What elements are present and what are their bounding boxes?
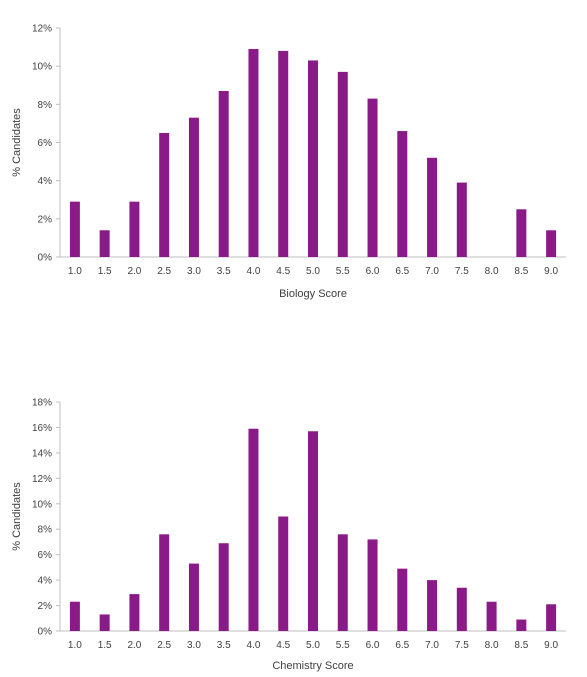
x-tick-label: 1.5 <box>98 266 112 277</box>
bar-4-5 <box>278 516 289 631</box>
x-tick-label: 1.5 <box>98 640 112 651</box>
y-tick-label: 12% <box>32 474 52 485</box>
bar-6-5 <box>397 131 408 257</box>
x-tick-label: 3.0 <box>187 266 201 277</box>
bar-2-0 <box>129 201 140 257</box>
y-tick-label: 6% <box>38 138 53 149</box>
bar-6-0 <box>367 98 378 257</box>
y-tick-label: 12% <box>32 24 52 35</box>
x-tick-label: 8.5 <box>514 266 528 277</box>
x-tick-label: 6.5 <box>395 266 409 277</box>
x-tick-label: 2.0 <box>127 640 141 651</box>
bar-3-0 <box>188 563 199 631</box>
bar-8-5 <box>516 619 527 631</box>
bar-1-5 <box>99 614 110 631</box>
x-tick-label: 7.0 <box>425 266 439 277</box>
bar-7-0 <box>427 580 438 631</box>
x-tick-label: 9.0 <box>544 266 558 277</box>
x-tick-label: 6.5 <box>395 640 409 651</box>
bar-9-0 <box>546 604 557 631</box>
bar-3-0 <box>188 117 199 257</box>
y-axis-title: % Candidates <box>11 482 23 551</box>
x-tick-label: 1.0 <box>68 266 82 277</box>
y-tick-label: 0% <box>38 627 53 638</box>
bar-5-0 <box>308 60 318 257</box>
bar-7-5 <box>456 587 467 631</box>
bar-5-5 <box>337 71 348 258</box>
bar-3-5 <box>218 90 229 257</box>
x-axis-title: Chemistry Score <box>272 660 353 672</box>
x-tick-label: 1.0 <box>68 640 82 651</box>
x-tick-label: 7.5 <box>455 640 469 651</box>
y-tick-label: 6% <box>38 550 53 561</box>
y-tick-label: 8% <box>38 100 53 111</box>
biology-chart-container: 0% 2% 4% 6% 8% 10% 12% 1.0 1.5 2.0 2.5 3.0 3.5 4.0 4.5… <box>0 0 587 330</box>
bar-1-0 <box>69 601 80 631</box>
x-tick-label: 7.0 <box>425 640 439 651</box>
x-tick-label: 3.0 <box>187 640 201 651</box>
bar-2-5 <box>159 132 170 257</box>
y-tick-label: 10% <box>32 62 52 73</box>
x-tick-label: 8.0 <box>485 266 499 277</box>
bar-4-0 <box>248 48 259 257</box>
x-tick-label: 3.5 <box>217 640 231 651</box>
x-tick-label: 2.5 <box>157 266 171 277</box>
bar-7-0 <box>427 157 438 257</box>
y-axis-title: % Candidates <box>11 108 23 177</box>
x-tick-label: 2.0 <box>127 266 141 277</box>
x-tick-label: 4.5 <box>276 266 290 277</box>
y-tick-label: 2% <box>38 601 53 612</box>
x-tick-label: 5.0 <box>306 640 320 651</box>
x-tick-label: 8.5 <box>514 640 528 651</box>
y-tick-label: 4% <box>38 576 53 587</box>
x-tick-label: 5.5 <box>336 266 350 277</box>
bar-5-0 <box>308 431 318 631</box>
bar-4-5 <box>278 50 289 258</box>
y-tick-label: 0% <box>38 253 53 264</box>
x-tick-label: 3.5 <box>217 266 231 277</box>
x-tick-label: 5.5 <box>336 640 350 651</box>
y-tick-label: 16% <box>32 423 52 434</box>
x-tick-label: 6.0 <box>366 640 380 651</box>
bar-3-5 <box>218 543 229 631</box>
y-tick-label: 8% <box>38 525 53 536</box>
x-tick-label: 8.0 <box>485 640 499 651</box>
y-tick-label: 2% <box>38 214 53 225</box>
x-tick-label: 4.0 <box>247 266 261 277</box>
bar-9-0 <box>546 230 557 257</box>
x-tick-label: 4.5 <box>276 640 290 651</box>
bar-2-0 <box>129 594 140 631</box>
bar-6-0 <box>367 539 378 631</box>
x-tick-label: 2.5 <box>157 640 171 651</box>
y-tick-label: 4% <box>38 176 53 187</box>
x-tick-label: 6.0 <box>366 266 380 277</box>
x-axis-title: Biology Score <box>279 288 347 300</box>
x-tick-label: 7.5 <box>455 266 469 277</box>
y-tick-label: 18% <box>32 398 52 409</box>
bar-8-5 <box>516 209 527 257</box>
bar-7-5 <box>456 182 467 257</box>
y-tick-label: 10% <box>32 499 52 510</box>
x-tick-label: 5.0 <box>306 266 320 277</box>
bar-8-0 <box>486 601 497 631</box>
bar-1-0 <box>69 201 80 257</box>
x-tick-label: 4.0 <box>247 640 261 651</box>
x-tick-label: 9.0 <box>544 640 558 651</box>
chemistry-score-chart: 0% 2% 4% 6% 8% 10% 12% 14% 16% 18% 1.0 1.5 2.0 2.5 3.0… <box>11 398 566 672</box>
bar-5-5 <box>337 534 348 631</box>
bar-2-5 <box>159 534 170 631</box>
y-tick-label: 14% <box>32 448 52 459</box>
chemistry-chart-container: 0% 2% 4% 6% 8% 10% 12% 14% 16% 18% 1.0 1.5 2.0 2.5 3.0… <box>0 378 587 677</box>
bar-6-5 <box>397 568 408 631</box>
biology-score-chart: 0% 2% 4% 6% 8% 10% 12% 1.0 1.5 2.0 2.5 3.0 3.5 4.0 4.5… <box>11 24 566 300</box>
bar-1-5 <box>99 230 110 257</box>
bar-4-0 <box>248 428 259 631</box>
